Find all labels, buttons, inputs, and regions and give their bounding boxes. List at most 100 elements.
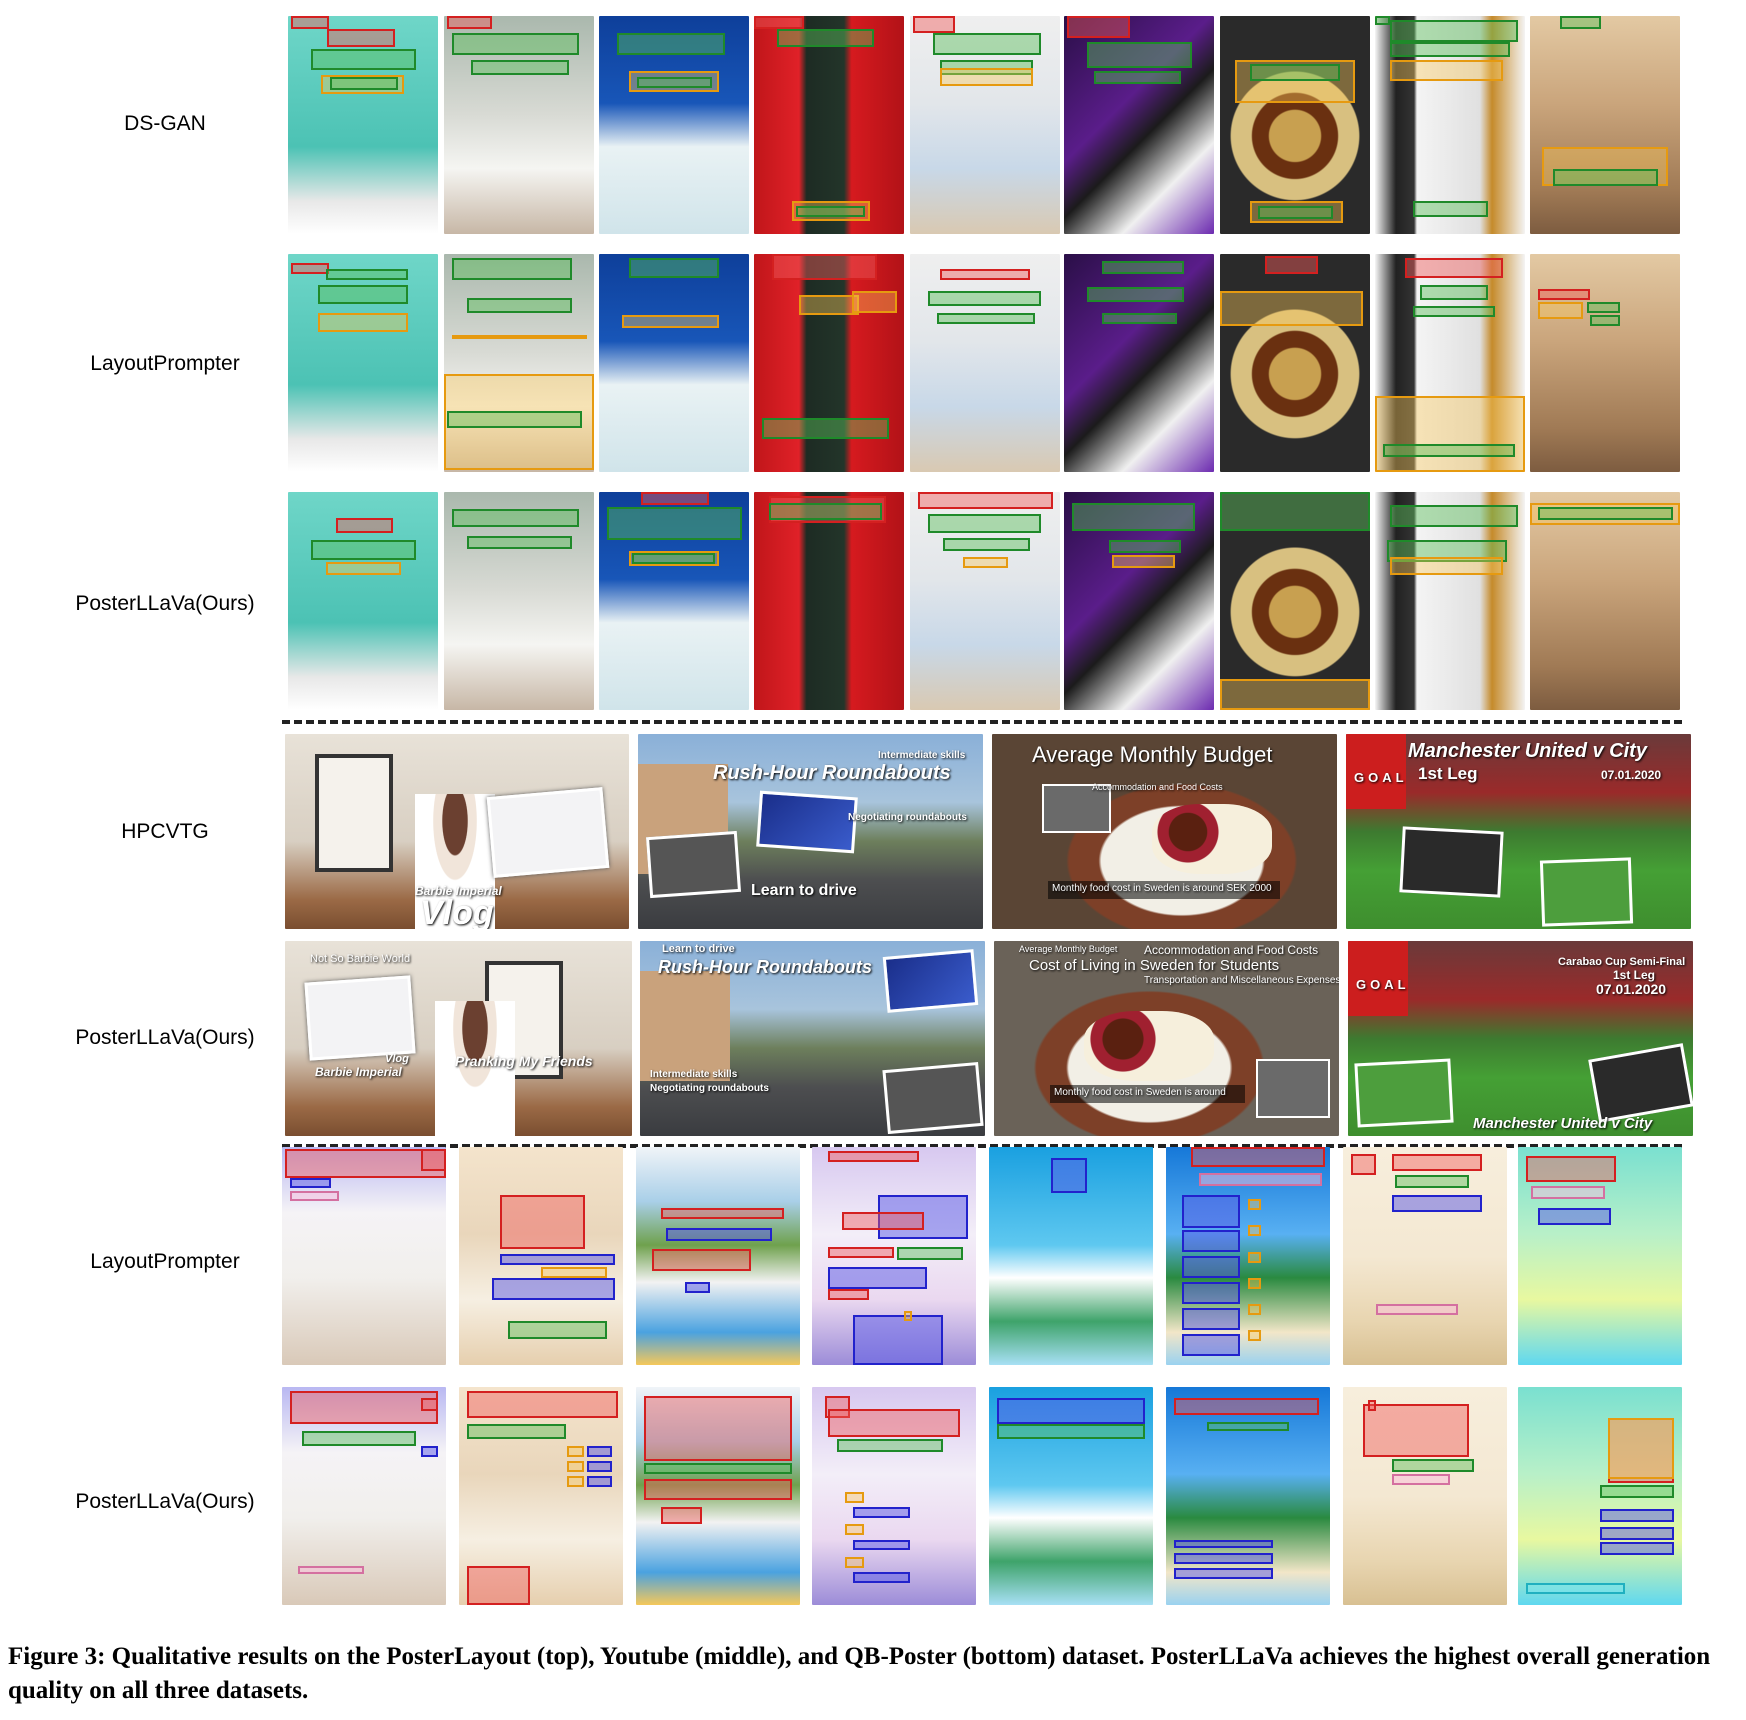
layout-box-red bbox=[1351, 1153, 1376, 1176]
layout-box-green bbox=[451, 509, 579, 527]
hp4-text-4: GOAL bbox=[1354, 770, 1408, 785]
layout-box-blue bbox=[1182, 1334, 1240, 1357]
layout-box-orange bbox=[1248, 1251, 1262, 1263]
layout-box-blue bbox=[421, 1445, 438, 1457]
posterlayout-thumb-dsgan-2 bbox=[444, 16, 594, 234]
layout-box-green bbox=[636, 77, 712, 88]
layout-box-green bbox=[471, 59, 569, 75]
layout-box-green bbox=[776, 29, 874, 47]
layout-box-green bbox=[1086, 286, 1184, 302]
layout-box-red bbox=[1174, 1397, 1319, 1416]
layout-box-blue bbox=[685, 1282, 710, 1294]
posterlayout-thumb-posterllava-2 bbox=[444, 492, 594, 710]
layout-box-blue bbox=[586, 1461, 612, 1472]
layout-box-red bbox=[644, 1478, 792, 1501]
layout-box-green bbox=[629, 258, 719, 278]
layout-box-orange bbox=[1390, 59, 1503, 82]
posterlayout-thumb-layoutprompter-5 bbox=[910, 254, 1060, 472]
layout-box-green bbox=[508, 1321, 607, 1339]
layout-box-green bbox=[325, 269, 408, 281]
layout-box-pink bbox=[1375, 1303, 1458, 1315]
layout-box-orange bbox=[1537, 301, 1583, 320]
layout-box-blue bbox=[586, 1476, 612, 1488]
layout-box-green bbox=[1412, 306, 1495, 318]
layout-box-red bbox=[291, 16, 329, 30]
layout-box-green bbox=[466, 297, 572, 313]
qbposter-thumb-layoutprompter-3 bbox=[636, 1147, 800, 1365]
layout-box-red bbox=[500, 1194, 586, 1250]
layout-box-orange bbox=[844, 1524, 865, 1536]
layout-box-red bbox=[1190, 1147, 1326, 1167]
row-label-posterllava-2: PosterLLaVa(Ours) bbox=[75, 1026, 255, 1049]
posterlayout-thumb-layoutprompter-9 bbox=[1530, 254, 1680, 472]
layout-box-red bbox=[467, 1391, 619, 1418]
hp4-text-2: 1st Leg bbox=[1418, 764, 1478, 783]
layout-box-green bbox=[997, 1424, 1145, 1440]
pl4-text-5: Manchester United v City bbox=[1473, 1115, 1653, 1132]
layout-box-blue bbox=[997, 1397, 1145, 1425]
posterlayout-thumb-layoutprompter-8 bbox=[1375, 254, 1525, 472]
layout-box-green bbox=[644, 1463, 792, 1475]
layout-box-blue bbox=[828, 1266, 927, 1289]
posterlayout-thumb-dsgan-5 bbox=[910, 16, 1060, 234]
hp3-text-3: Monthly food cost in Sweden is around SE… bbox=[1052, 883, 1272, 894]
layout-box-green bbox=[943, 537, 1030, 551]
qbposter-thumb-posterllava-1 bbox=[282, 1387, 446, 1605]
layout-box-green bbox=[1600, 1485, 1674, 1499]
layout-box-red bbox=[290, 1391, 438, 1425]
layout-box-red bbox=[421, 1397, 438, 1411]
separator-dashed-1 bbox=[282, 720, 1682, 724]
youtube-thumb-posterllava-4: Carabao Cup Semi-Final 1st Leg 07.01.202… bbox=[1348, 941, 1693, 1136]
hp4-text-3: 07.01.2020 bbox=[1601, 768, 1662, 782]
qbposter-thumb-posterllava-4 bbox=[812, 1387, 976, 1605]
hp2-text-4: Learn to drive bbox=[751, 882, 857, 899]
layout-box-green bbox=[617, 33, 725, 56]
layout-box-green bbox=[632, 553, 715, 564]
pl3-text-4: Transportation and Miscellaneous Expense… bbox=[1144, 975, 1339, 986]
layout-box-green bbox=[1560, 16, 1601, 30]
layout-box-green bbox=[1094, 70, 1181, 84]
layout-box-blue bbox=[853, 1539, 911, 1551]
layout-box-blue bbox=[1174, 1552, 1273, 1564]
layout-box-green bbox=[769, 502, 882, 521]
posterlayout-thumb-dsgan-3 bbox=[599, 16, 749, 234]
posterlayout-thumb-dsgan-1 bbox=[288, 16, 438, 234]
layout-box-blue bbox=[491, 1277, 615, 1300]
layout-box-orange bbox=[567, 1476, 584, 1488]
layout-box-orange bbox=[844, 1491, 865, 1503]
layout-box-red bbox=[421, 1149, 446, 1171]
layout-box-pink bbox=[1198, 1173, 1322, 1187]
layout-box-green bbox=[836, 1439, 944, 1453]
layout-box-blue bbox=[586, 1445, 612, 1457]
row-label-hpcvtg: HPCVTG bbox=[121, 820, 209, 843]
layout-box-orange bbox=[1112, 555, 1175, 569]
youtube-thumb-hpcvtg-2: Intermediate skills Rush-Hour Roundabout… bbox=[638, 734, 983, 929]
youtube-thumb-posterllava-1: Not So Barbie World Vlog Barbie Imperial… bbox=[285, 941, 632, 1136]
layout-box-orange bbox=[1608, 1417, 1674, 1479]
layout-box-red bbox=[1067, 16, 1130, 38]
posterlayout-thumb-posterllava-1 bbox=[288, 492, 438, 710]
layout-box-red bbox=[285, 1149, 446, 1178]
layout-box-red bbox=[652, 1249, 751, 1272]
layout-box-green bbox=[310, 539, 416, 560]
layout-box-red bbox=[1405, 258, 1503, 278]
layout-box-red bbox=[1537, 288, 1590, 300]
hp1-text-2: Vlog bbox=[420, 894, 494, 929]
layout-box-green bbox=[932, 33, 1041, 56]
posterlayout-thumb-layoutprompter-2 bbox=[444, 254, 594, 472]
youtube-thumb-hpcvtg-1: Barbie Imperial Vlog bbox=[285, 734, 629, 929]
layout-box-green bbox=[1109, 539, 1181, 554]
layout-box-orange bbox=[844, 1557, 865, 1568]
pl2-text-3: Intermediate skills bbox=[650, 1069, 738, 1080]
layout-box-red bbox=[291, 262, 329, 274]
layout-box-orange bbox=[1235, 59, 1355, 104]
pl2-text-1: Learn to drive bbox=[662, 943, 735, 955]
layout-box-green bbox=[1086, 42, 1192, 69]
layout-box-blue bbox=[1392, 1194, 1483, 1213]
layout-box-orange bbox=[1248, 1330, 1262, 1341]
row-label-layoutprompter-2: LayoutPrompter bbox=[90, 1250, 240, 1273]
layout-box-green bbox=[447, 410, 582, 429]
layout-box-green bbox=[330, 77, 398, 91]
qbposter-thumb-posterllava-5 bbox=[989, 1387, 1153, 1605]
row-label-layoutprompter-1: LayoutPrompter bbox=[90, 352, 240, 375]
